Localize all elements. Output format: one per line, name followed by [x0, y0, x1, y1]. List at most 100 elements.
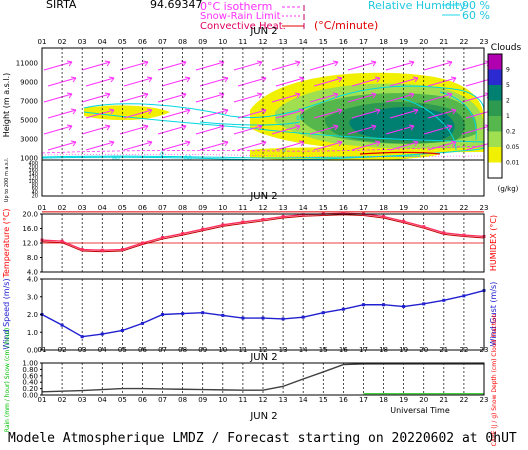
rain-hour-label: 07	[158, 396, 167, 404]
wind-arrow-head	[374, 140, 381, 147]
cloud-ytick-label-low: 120	[28, 175, 38, 181]
humidex-line	[41, 214, 485, 253]
cloud-top-hour-label: 13	[279, 38, 288, 46]
rain-hour-label: 17	[359, 396, 368, 404]
humidity-contour-label: 0	[160, 151, 164, 158]
wind-arrow-head	[142, 92, 149, 99]
wind-arrow-head	[336, 108, 343, 115]
wind-point	[100, 332, 104, 336]
wind-hour-label: 06	[138, 346, 147, 354]
cloud-ytick-label-low: 400	[28, 161, 38, 167]
wind-arrow-head	[256, 124, 263, 131]
rain-hour-label: 05	[118, 396, 127, 404]
wind-arrow-head	[184, 76, 191, 83]
rain-date-label: JUN 2	[249, 352, 277, 363]
wind-point	[402, 305, 406, 309]
cloud-top-hour-label: 02	[58, 38, 67, 46]
temp-hour-label: 17	[359, 204, 368, 212]
wind-arrow	[195, 125, 225, 135]
cloud-top-hour-label: 05	[118, 38, 127, 46]
wind-point	[462, 294, 466, 298]
wind-arrow	[351, 141, 381, 151]
rain-frame	[41, 362, 485, 396]
cloud-ytick-label-low: 160	[28, 168, 38, 174]
wind-arrow-head	[104, 60, 111, 67]
cloud-legend-level: 0.2	[506, 129, 516, 136]
wind-arrow-head	[374, 76, 381, 83]
humidity-contour	[41, 147, 485, 161]
wind-arrow-head	[108, 140, 115, 147]
temp-hour-label: 14	[299, 204, 308, 212]
wind-arrow-head	[412, 140, 419, 147]
wind-arrow-head	[336, 140, 343, 147]
wind-arrow-head	[370, 60, 377, 67]
cloud-legend-level: 2	[506, 98, 510, 105]
wind-arrow-head	[450, 108, 457, 115]
wind-arrow	[313, 77, 343, 87]
wind-ylabel: Wind Speed (m/s)	[2, 278, 11, 349]
wind-arrow	[423, 93, 453, 103]
wind-arrow-head	[180, 124, 187, 131]
temp-point	[181, 232, 185, 236]
temp-hour-label: 08	[178, 204, 187, 212]
cloud-legend-swatch	[488, 131, 502, 148]
cloud-legend-level: 0.01	[506, 160, 520, 167]
legend-rh-lines	[442, 4, 460, 16]
rain-hour-label: 18	[379, 396, 388, 404]
rain-ylabel: Rain (mm / hour) Snow (cm / hour)	[4, 328, 11, 432]
wind-arrow-head	[294, 60, 301, 67]
wind-hour-label: 01	[38, 346, 47, 354]
rain-hour-label: 21	[439, 396, 448, 404]
cloud-top-hour-label: 19	[399, 38, 408, 46]
wind-hour-label: 09	[198, 346, 207, 354]
isotherm-line	[41, 145, 485, 154]
wind-point	[161, 313, 165, 316]
humidity-contour	[439, 91, 477, 141]
wind-arrow	[43, 93, 73, 103]
wind-arrow-head	[412, 108, 419, 115]
wind-point	[181, 312, 185, 316]
wind-arrow	[461, 125, 491, 135]
temp-ytick-label: 20.0	[22, 211, 38, 219]
rain-hour-label: 01	[38, 396, 47, 404]
wind-hour-label: 17	[359, 346, 368, 354]
cloud-panel: 01 02 03 04 05 06 07 08 09 10 11 12 13 14 15 16 17 18 19 20…	[2, 26, 495, 202]
temp-hour-label: 07	[158, 204, 167, 212]
wind-arrow	[461, 93, 491, 103]
rain-hour-label: 11	[238, 396, 247, 404]
cloud-legend-swatch	[488, 100, 502, 117]
rain-hour-label: 12	[259, 396, 268, 404]
wind-arrow	[85, 77, 115, 87]
wind-arrow-head	[222, 76, 229, 83]
wind-hour-label: 13	[279, 346, 288, 354]
wind-arrow-head	[336, 76, 343, 83]
wind-ytick-label: 1.0	[27, 329, 38, 337]
humidity-contour-label: 80	[296, 115, 304, 122]
wind-arrow	[275, 109, 305, 119]
wind-arrow-head	[146, 140, 153, 147]
wind-point	[120, 328, 124, 332]
cloud-top-hour-label: 17	[359, 38, 368, 46]
temp-hour-label: 13	[279, 204, 288, 212]
wind-arrow	[43, 61, 73, 71]
wind-arrow-head	[108, 108, 115, 115]
wind-arrow	[423, 61, 453, 71]
temp-point	[201, 227, 205, 231]
rain-ytick-label: 1.00	[22, 360, 38, 368]
snow-rain-line	[41, 154, 485, 158]
wind-arrow	[199, 141, 229, 151]
wind-point	[60, 323, 64, 327]
cloud-ylabel-low: Up to 200 m a.s.l.	[4, 157, 10, 202]
wind-arrow	[385, 93, 415, 103]
wind-point	[80, 335, 84, 339]
rain-hour-label: 03	[78, 396, 87, 404]
wind-arrow-head	[222, 108, 229, 115]
wind-point	[301, 315, 305, 319]
temp-point	[341, 211, 345, 215]
wind-arrow-head	[332, 124, 339, 131]
wind-point	[281, 317, 285, 321]
cloud-ytick-label-low: 60	[32, 186, 38, 192]
wind-arrow	[309, 93, 339, 103]
wind-arrow-head	[408, 92, 415, 99]
legend-rh-60: 60 %	[462, 9, 490, 22]
